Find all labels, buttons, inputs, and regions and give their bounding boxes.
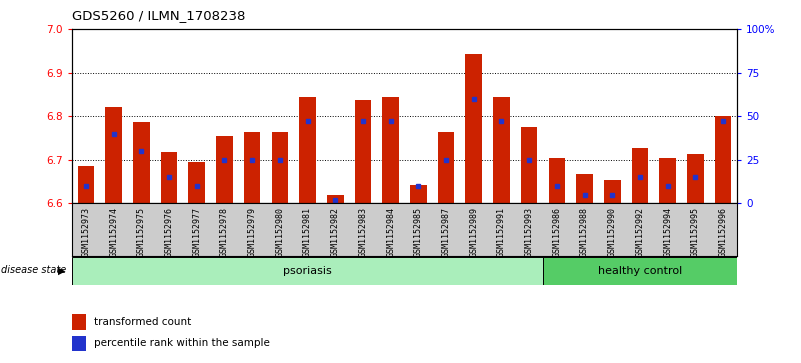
Bar (410, 184, 427, 203)
Bar (272, 132, 288, 203)
Text: GSM1152986: GSM1152986 (553, 208, 562, 257)
Text: transformed count: transformed count (95, 317, 191, 327)
Text: GSM1152995: GSM1152995 (691, 208, 700, 257)
Text: GSM1152996: GSM1152996 (718, 208, 727, 257)
Text: ▶: ▶ (58, 265, 66, 276)
Bar (465, 54, 482, 203)
Text: GDS5260 / ILMN_1708238: GDS5260 / ILMN_1708238 (72, 9, 245, 22)
Text: GSM1152974: GSM1152974 (109, 208, 118, 257)
Bar (327, 195, 344, 203)
Bar (161, 152, 177, 203)
Text: healthy control: healthy control (598, 266, 682, 276)
Text: GSM1152991: GSM1152991 (497, 208, 506, 257)
Text: percentile rank within the sample: percentile rank within the sample (95, 338, 270, 348)
Bar (604, 180, 621, 203)
Bar (543, 257, 737, 285)
Bar (105, 107, 122, 203)
Text: GSM1152987: GSM1152987 (441, 208, 450, 257)
Bar (72, 336, 87, 351)
Text: GSM1152990: GSM1152990 (608, 208, 617, 257)
Text: GSM1152977: GSM1152977 (192, 208, 201, 257)
Bar (632, 148, 648, 203)
Text: GSM1152984: GSM1152984 (386, 208, 395, 257)
Text: GSM1152981: GSM1152981 (303, 208, 312, 257)
Text: GSM1152992: GSM1152992 (635, 208, 645, 257)
Text: GSM1152988: GSM1152988 (580, 208, 589, 257)
Text: GSM1152985: GSM1152985 (414, 208, 423, 257)
Bar (521, 127, 537, 203)
Text: disease state: disease state (1, 265, 66, 276)
Text: GSM1152982: GSM1152982 (331, 208, 340, 257)
Bar (437, 132, 454, 203)
Text: psoriasis: psoriasis (284, 266, 332, 276)
Bar (355, 99, 371, 203)
Text: GSM1152989: GSM1152989 (469, 208, 478, 257)
Text: GSM1152978: GSM1152978 (220, 208, 229, 257)
Bar (72, 257, 543, 285)
Bar (659, 158, 676, 203)
Bar (300, 97, 316, 203)
Bar (714, 116, 731, 203)
Bar (493, 97, 509, 203)
Text: GSM1152983: GSM1152983 (359, 208, 368, 257)
Bar (188, 162, 205, 203)
Bar (244, 132, 260, 203)
Text: GSM1152993: GSM1152993 (525, 208, 533, 257)
Text: GSM1152975: GSM1152975 (137, 208, 146, 257)
Text: GSM1152979: GSM1152979 (248, 208, 256, 257)
Text: GSM1152976: GSM1152976 (164, 208, 174, 257)
Bar (133, 122, 150, 203)
Bar (216, 136, 233, 203)
Text: GSM1152973: GSM1152973 (82, 208, 91, 257)
Bar (687, 154, 703, 203)
Bar (549, 158, 566, 203)
Text: GSM1152994: GSM1152994 (663, 208, 672, 257)
Bar (78, 166, 95, 203)
Bar (576, 174, 593, 203)
Bar (72, 314, 87, 330)
Text: GSM1152980: GSM1152980 (276, 208, 284, 257)
Bar (382, 97, 399, 203)
